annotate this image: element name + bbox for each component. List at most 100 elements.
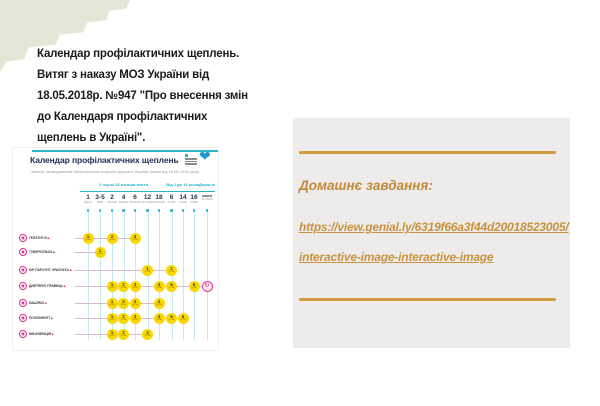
dose-caption: доза	[168, 319, 175, 322]
timeline-vline	[147, 212, 149, 340]
age-unit: років	[167, 201, 176, 204]
dose-number: 4	[157, 313, 161, 319]
dose-number: 5	[170, 281, 173, 287]
dose-marker: 3 доза	[142, 328, 153, 340]
age-column-header: 6 років	[161, 194, 183, 204]
timeline-tick	[181, 209, 185, 212]
timeline-tick	[170, 209, 173, 212]
dose-caption: доза	[132, 239, 138, 242]
age-number: 14	[179, 194, 187, 201]
age-column-header: кожні 10 років	[196, 194, 218, 201]
dose-caption: доза	[156, 319, 162, 322]
timeline-tick	[146, 209, 149, 212]
dose-marker: 6 доза	[188, 280, 200, 292]
dose-marker: 1 доза	[106, 280, 118, 292]
measles-mumps-rubella-icon	[19, 266, 27, 274]
arrow-icon: ▶	[47, 236, 50, 240]
dose-caption: доза	[85, 239, 91, 242]
timeline-tick	[86, 209, 90, 212]
timeline-vline	[207, 212, 208, 340]
note-line: Витяг з наказу МОЗ України від	[37, 69, 210, 81]
dose-marker: 1 доза	[106, 328, 118, 340]
dose-caption: доза	[120, 304, 127, 307]
dose-caption: доза	[132, 287, 138, 290]
arrow-icon: ▶	[51, 316, 54, 320]
dose-number: 1	[86, 233, 90, 239]
age-column-header: 6 місяців	[124, 194, 146, 204]
dose-marker: 1 доза	[82, 232, 94, 244]
infographic-subtitle: Чинний, затверджений Міністерством охоро…	[30, 169, 200, 174]
dose-number: 4	[157, 281, 161, 287]
dose-number: 5	[170, 313, 173, 319]
timeline-vline	[112, 212, 113, 340]
dose-number: 2	[122, 329, 125, 335]
age-group-header: Дорослі	[199, 182, 215, 192]
dose-number: 3	[133, 313, 137, 319]
timeline-vline	[135, 212, 136, 340]
age-group-header: Від 2 до 16 років	[163, 182, 202, 192]
divider-line-bottom	[299, 298, 556, 301]
dose-marker: 2 доза	[118, 312, 129, 324]
homework-link-line2[interactable]: interactive-image-interactive-image	[299, 250, 494, 264]
row-connector-line	[75, 270, 172, 271]
dose-marker: 4 доза	[153, 297, 165, 309]
dose-caption: доза	[120, 287, 127, 290]
age-number: 4	[121, 194, 126, 201]
dose-caption: доза	[120, 319, 127, 322]
revaccination-marker: ↻	[201, 280, 213, 292]
dose-number: 2	[122, 281, 125, 287]
age-number: 18	[155, 194, 163, 201]
dose-caption: доза	[144, 335, 151, 338]
dose-number: 1	[110, 329, 114, 335]
homework-link-line1[interactable]: https://view.genial.ly/6319f66a3f44d2001…	[299, 220, 569, 234]
age-number: 6	[169, 194, 174, 201]
note-text: Календар профілактичних щеплень. Витяг з …	[37, 44, 249, 149]
age-number: 6	[133, 194, 137, 201]
age-number: 2	[110, 194, 114, 201]
timeline-tick	[110, 209, 114, 212]
age-unit: місяців	[129, 201, 141, 204]
arrow-icon: ▶	[63, 284, 66, 288]
dose-number: 6	[192, 281, 196, 287]
homework-heading: Домашнє завдання:	[299, 178, 433, 193]
dose-caption: доза	[168, 287, 175, 290]
timeline-tick	[98, 209, 102, 212]
age-column-header: 18 місяців	[148, 194, 170, 204]
dose-marker: 6 доза	[177, 312, 189, 324]
note-line: щеплень в Україні".	[37, 132, 146, 144]
dose-caption: доза	[132, 304, 138, 307]
dose-number: 1	[98, 247, 102, 253]
arrow-icon: ▶	[53, 250, 56, 254]
dose-number: 6	[181, 313, 185, 319]
row-connector-line	[75, 286, 207, 287]
dose-caption: доза	[168, 271, 175, 274]
dose-number: 1	[146, 265, 149, 271]
dose-marker: 3 доза	[129, 312, 141, 324]
dose-caption: доза	[144, 271, 151, 274]
dose-marker: 2 доза	[118, 328, 129, 340]
dose-number: 3	[133, 298, 137, 304]
dose-caption: доза	[156, 287, 162, 290]
timeline-tick	[192, 209, 196, 212]
dose-marker: 2 доза	[166, 264, 177, 276]
dose-marker: 3 доза	[129, 232, 141, 244]
dose-marker: 3 доза	[129, 297, 141, 309]
diphtheria-tetanus-icon	[19, 282, 27, 290]
disease-label: Туберкульоз ▶	[29, 250, 56, 254]
age-column-header: 16 років	[183, 194, 205, 204]
dose-marker: 1 доза	[106, 297, 118, 309]
dose-marker: 4 доза	[153, 280, 165, 292]
timeline-vline	[194, 212, 195, 340]
hib-infection-icon	[19, 330, 27, 338]
timeline-vline	[159, 212, 160, 340]
dose-marker: 2 доза	[106, 232, 118, 244]
age-number: 1	[86, 194, 90, 201]
dose-caption: доза	[156, 304, 162, 307]
dose-caption: доза	[109, 335, 115, 338]
dose-caption: доза	[191, 287, 197, 290]
dose-marker: 1 доза	[106, 312, 118, 324]
dose-marker: 2 доза	[118, 280, 129, 292]
dose-caption: доза	[180, 319, 186, 322]
dose-number: 1	[110, 313, 114, 319]
dose-marker: 1 доза	[142, 264, 153, 276]
